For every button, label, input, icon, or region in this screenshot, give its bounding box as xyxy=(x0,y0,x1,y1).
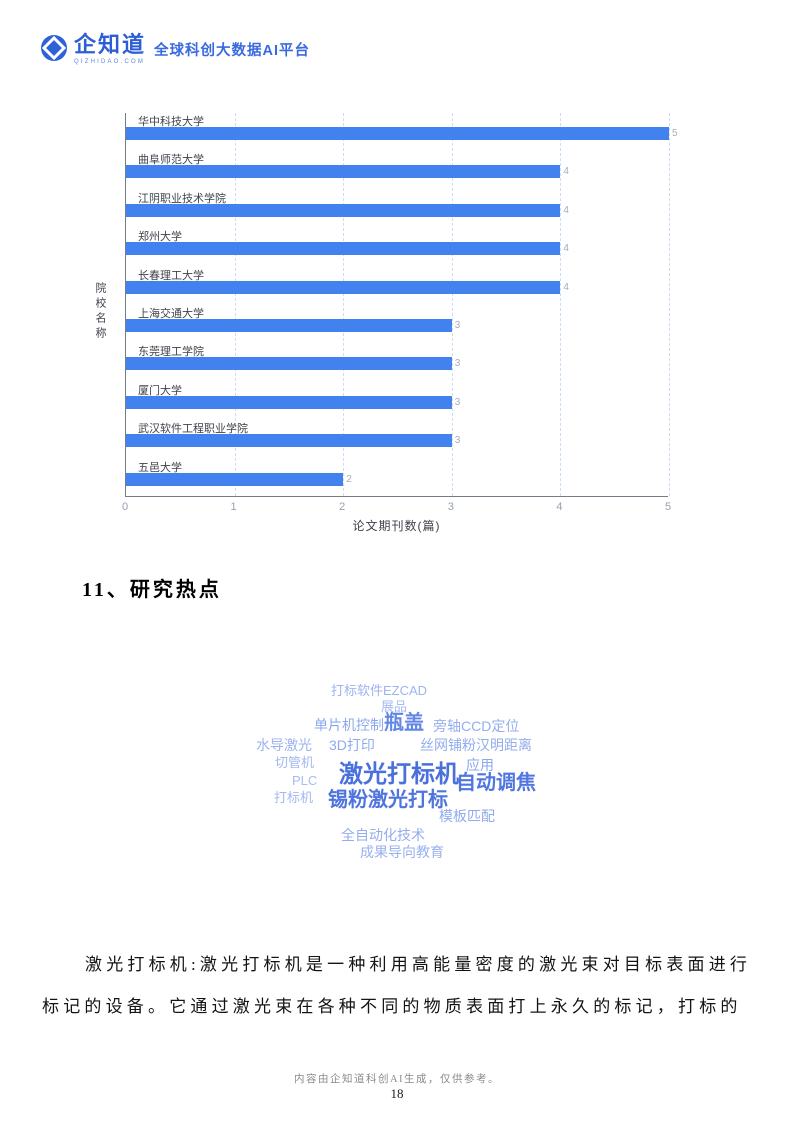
bar-group: 郑州大学 4 xyxy=(126,228,668,266)
wordcloud-word: 自动调焦 xyxy=(456,772,536,794)
bar xyxy=(126,472,344,486)
wordcloud-word: 单片机控制 xyxy=(314,717,384,733)
bar xyxy=(126,203,561,217)
gridline xyxy=(451,113,453,496)
wordcloud-word: 模板匹配 xyxy=(439,808,495,824)
header: 企知道 QIZHIDAO.COM 全球科创大数据AI平台 xyxy=(40,33,310,65)
section-heading: 11、研究热点 xyxy=(82,579,222,601)
bar-value-label: 3 xyxy=(454,320,461,331)
wordcloud-word: 丝网铺粉汉明距离 xyxy=(420,737,532,753)
bar-value-label: 4 xyxy=(563,243,569,255)
bar-group: 曲阜师范大学 4 xyxy=(126,151,668,189)
bar xyxy=(126,357,452,371)
bar-group: 长春理工大学 4 xyxy=(126,267,668,305)
qizhidao-logo-icon xyxy=(41,35,67,61)
wordcloud-word: 打标软件EZCAD xyxy=(331,683,428,698)
bar-value-label: 3 xyxy=(454,358,461,370)
category-label: 武汉软件工程职业学院 xyxy=(138,423,248,436)
category-label: 东莞理工学院 xyxy=(138,346,204,359)
bar-value-label: 3 xyxy=(454,435,461,447)
wordcloud-word: 3D打印 xyxy=(329,737,375,753)
category-label: 上海交通大学 xyxy=(138,308,204,320)
bar-value-label: 3 xyxy=(454,396,461,408)
category-label: 厦门大学 xyxy=(138,384,182,397)
wordcloud-word: 水导激光 xyxy=(256,737,312,753)
bar-group: 东莞理工学院 3 xyxy=(126,343,668,381)
wordcloud-word: 激光打标机 xyxy=(339,761,459,788)
gridline xyxy=(669,113,670,496)
body-line: 激光打标机:激光打标机是一种利用高能量密度的激光束对目标表面进行 xyxy=(85,955,752,974)
bar-chart-plot: 华中科技大学 5 曲阜师范大学 4 江阴职业技术学院 4 郑州大学 4 长春理工大学 4 上海交通大… xyxy=(125,113,678,497)
bar xyxy=(126,319,452,332)
bar-group: 上海交通大学 3 xyxy=(126,305,668,343)
wordcloud-word: 成果导向教育 xyxy=(360,844,444,860)
category-label: 郑州大学 xyxy=(138,231,182,244)
x-tick-label: 2 xyxy=(339,501,346,513)
bar-value-label: 4 xyxy=(563,166,569,178)
bar-value-label: 4 xyxy=(563,281,569,293)
wordcloud-word: 锡粉激光打标 xyxy=(328,789,448,811)
bar-value-label: 2 xyxy=(346,473,352,485)
category-label: 曲阜师范大学 xyxy=(138,154,204,167)
body-paragraph: 激光打标机:激光打标机是一种利用高能量密度的激光束对目标表面进行 标记的设备。它… xyxy=(42,944,762,1028)
bar-value-label: 4 xyxy=(563,204,569,216)
brand-domain: QIZHIDAO.COM xyxy=(74,59,146,65)
gridline xyxy=(343,113,345,496)
bar xyxy=(126,395,452,409)
x-axis-title: 论文期刊数(篇) xyxy=(352,519,441,533)
bar-group: 武汉软件工程职业学院 3 xyxy=(126,420,668,458)
wordcloud-word: 应用 xyxy=(466,757,494,773)
bar xyxy=(126,242,561,256)
wordcloud-word: 打标机 xyxy=(274,790,314,805)
x-tick-label: 3 xyxy=(447,501,454,513)
page-number: 18 xyxy=(390,1086,404,1101)
bar xyxy=(126,165,561,179)
wordcloud-word: PLC xyxy=(292,773,318,788)
gridline xyxy=(560,113,562,496)
bar-group: 厦门大学 3 xyxy=(126,382,668,420)
wordcloud-word: 全自动化技术 xyxy=(341,827,425,843)
brand-block: 企知道 QIZHIDAO.COM xyxy=(74,32,147,66)
category-label: 五邑大学 xyxy=(138,461,182,474)
wordcloud-word: 旁轴CCD定位 xyxy=(433,718,520,734)
x-tick-label: 0 xyxy=(121,501,129,513)
brand-tagline: 全球科创大数据AI平台 xyxy=(154,43,311,59)
category-label: 长春理工大学 xyxy=(138,269,204,282)
wordcloud-word: 展品 xyxy=(381,699,408,714)
category-label: 华中科技大学 xyxy=(138,116,204,128)
brand-name: 企知道 xyxy=(74,32,147,57)
x-tick-label: 5 xyxy=(664,501,672,513)
bar-chart: 院校名称 华中科技大学 5 曲阜师范大学 4 江阴职业技术学院 4 郑州大学 4 长春理工大学 4… xyxy=(88,112,680,537)
bar-value-label: 5 xyxy=(672,128,678,139)
body-line: 标记的设备。它通过激光束在各种不同的物质表面打上永久的标记，打标的 xyxy=(42,997,742,1016)
bar-group: 五邑大学 2 xyxy=(126,459,668,497)
footer-ai-note: 内容由企知道科创AI生成，仅供参考。 xyxy=(293,1074,501,1085)
wordcloud-word: 瓶盖 xyxy=(384,712,424,734)
bar xyxy=(126,127,669,140)
wordcloud-word: 切管机 xyxy=(275,755,315,770)
category-label: 江阴职业技术学院 xyxy=(138,192,226,205)
bar xyxy=(126,280,561,294)
bar xyxy=(126,434,452,448)
y-axis-title: 院校名称 xyxy=(94,282,106,342)
x-tick-label: 1 xyxy=(230,501,237,513)
bar-group: 华中科技大学 5 xyxy=(126,113,678,151)
x-tick-label: 4 xyxy=(556,501,563,513)
bar-group: 江阴职业技术学院 4 xyxy=(126,190,668,228)
gridline xyxy=(234,113,236,496)
